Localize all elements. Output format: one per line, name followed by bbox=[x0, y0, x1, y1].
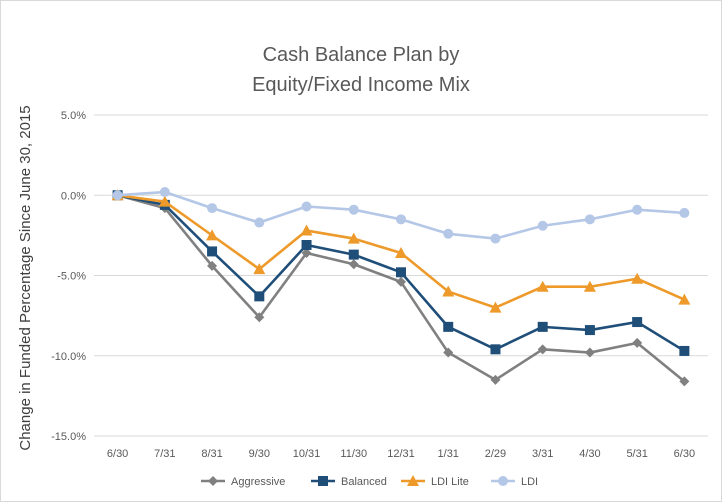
data-point bbox=[301, 201, 312, 212]
legend-item: LDI Lite bbox=[401, 475, 469, 488]
y-tick-label: 0.0% bbox=[61, 190, 86, 202]
data-point bbox=[207, 246, 218, 257]
data-point bbox=[679, 207, 690, 218]
data-point bbox=[254, 217, 265, 228]
data-point bbox=[537, 220, 548, 231]
data-point bbox=[159, 187, 170, 198]
data-point bbox=[632, 337, 643, 348]
data-point bbox=[537, 344, 548, 355]
data-point bbox=[301, 248, 312, 259]
data-point bbox=[584, 325, 595, 336]
x-tick-label: 6/30 bbox=[674, 448, 695, 460]
data-point bbox=[347, 232, 360, 244]
data-point bbox=[583, 280, 596, 292]
data-point bbox=[301, 240, 312, 251]
data-point bbox=[490, 374, 501, 385]
x-tick-label: 12/31 bbox=[387, 448, 415, 460]
data-point bbox=[443, 347, 454, 358]
legend: Aggressive Balanced LDI Lite LDI bbox=[201, 475, 538, 488]
x-tick-label: 4/30 bbox=[579, 448, 600, 460]
legend-label: LDI Lite bbox=[431, 476, 469, 488]
x-tick-label: 1/31 bbox=[438, 448, 459, 460]
chart-title-line-2: Equity/Fixed Income Mix bbox=[252, 74, 470, 96]
series-ldi bbox=[112, 187, 690, 244]
data-point bbox=[632, 317, 643, 328]
legend-marker bbox=[208, 476, 218, 486]
legend-label: LDI bbox=[521, 476, 538, 488]
data-point bbox=[300, 224, 313, 236]
data-point bbox=[254, 291, 265, 302]
data-point bbox=[348, 249, 359, 260]
series-group bbox=[111, 187, 691, 387]
x-tick-label: 10/31 bbox=[293, 448, 321, 460]
data-point bbox=[395, 247, 407, 259]
x-tick-label: 3/31 bbox=[532, 448, 553, 460]
data-point bbox=[207, 260, 218, 271]
data-point bbox=[490, 344, 501, 355]
y-tick-label: -10.0% bbox=[51, 351, 86, 363]
y-axis-ticks: 5.0% 0.0% -5.0% -10.0% -15.0% bbox=[51, 110, 86, 443]
data-point bbox=[348, 259, 359, 270]
legend-marker bbox=[407, 475, 419, 486]
data-point bbox=[584, 214, 595, 225]
data-point bbox=[679, 345, 690, 356]
y-axis-label: Change in Funded Percentage Since June 3… bbox=[17, 105, 34, 450]
x-tick-label: 9/30 bbox=[249, 448, 270, 460]
x-tick-label: 11/30 bbox=[340, 448, 367, 460]
series-ldi-lite bbox=[111, 189, 691, 313]
x-tick-label: 7/31 bbox=[154, 448, 175, 460]
data-point bbox=[632, 204, 643, 215]
data-point bbox=[631, 272, 644, 284]
legend-item: Aggressive bbox=[201, 476, 285, 488]
data-point bbox=[584, 347, 595, 358]
data-point bbox=[396, 276, 406, 287]
data-point bbox=[112, 190, 123, 201]
chart-title-line-1: Cash Balance Plan by bbox=[263, 44, 460, 66]
data-point bbox=[253, 263, 266, 275]
data-point bbox=[396, 267, 406, 278]
data-point bbox=[443, 321, 454, 332]
data-point bbox=[679, 376, 690, 387]
data-point bbox=[489, 301, 502, 313]
x-tick-label: 5/31 bbox=[626, 448, 647, 460]
data-point bbox=[348, 204, 359, 215]
legend-marker bbox=[318, 476, 328, 486]
data-point bbox=[207, 203, 218, 214]
x-tick-label: 8/31 bbox=[201, 448, 222, 460]
legend-label: Aggressive bbox=[231, 476, 285, 488]
legend-item: LDI bbox=[491, 476, 538, 488]
data-point bbox=[442, 285, 455, 297]
y-tick-label: 5.0% bbox=[61, 110, 86, 122]
y-tick-label: -5.0% bbox=[57, 271, 86, 283]
data-point bbox=[396, 214, 406, 225]
data-point bbox=[536, 280, 549, 292]
data-point bbox=[537, 321, 548, 332]
data-point bbox=[490, 233, 501, 244]
data-point bbox=[206, 229, 219, 241]
x-tick-label: 2/29 bbox=[485, 448, 506, 460]
legend-label: Balanced bbox=[341, 476, 387, 488]
x-axis-ticks: 6/30 7/31 8/31 9/30 10/31 11/30 12/31 1/31 2/29 3… bbox=[107, 448, 695, 460]
data-point bbox=[158, 195, 171, 207]
legend-marker bbox=[498, 476, 508, 486]
legend-item: Balanced bbox=[311, 476, 387, 488]
x-tick-label: 6/30 bbox=[107, 448, 128, 460]
data-point bbox=[678, 293, 691, 305]
y-tick-label: -15.0% bbox=[51, 431, 86, 443]
data-point bbox=[443, 228, 454, 239]
series-aggressive bbox=[112, 190, 690, 387]
